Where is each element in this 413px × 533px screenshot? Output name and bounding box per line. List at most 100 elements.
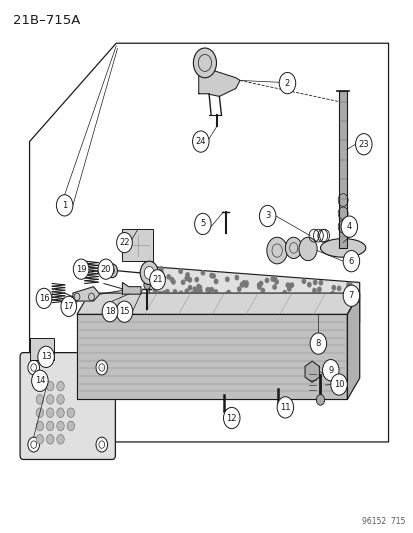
- FancyBboxPatch shape: [122, 229, 153, 261]
- Circle shape: [140, 261, 158, 285]
- Circle shape: [107, 264, 117, 278]
- Circle shape: [257, 283, 260, 287]
- Circle shape: [316, 394, 324, 405]
- Circle shape: [235, 276, 238, 280]
- Circle shape: [315, 300, 318, 304]
- Circle shape: [181, 280, 184, 285]
- Circle shape: [192, 287, 196, 292]
- Circle shape: [178, 269, 182, 273]
- Polygon shape: [122, 282, 141, 294]
- Circle shape: [240, 282, 243, 287]
- Circle shape: [284, 299, 287, 303]
- Circle shape: [153, 288, 156, 293]
- Circle shape: [258, 309, 261, 313]
- Circle shape: [324, 315, 328, 319]
- Circle shape: [46, 421, 54, 431]
- Text: 16: 16: [38, 294, 49, 303]
- Circle shape: [259, 281, 262, 286]
- Circle shape: [206, 288, 209, 292]
- Circle shape: [225, 277, 228, 281]
- Circle shape: [331, 286, 335, 290]
- Circle shape: [96, 437, 107, 452]
- Text: 9: 9: [328, 366, 332, 375]
- Circle shape: [312, 288, 316, 293]
- Polygon shape: [77, 314, 347, 399]
- Circle shape: [328, 304, 331, 309]
- Circle shape: [210, 288, 213, 292]
- Circle shape: [159, 271, 163, 275]
- Circle shape: [209, 273, 213, 278]
- Circle shape: [317, 287, 320, 292]
- Circle shape: [300, 308, 303, 312]
- Circle shape: [98, 259, 114, 279]
- Circle shape: [337, 286, 340, 290]
- Circle shape: [261, 294, 264, 298]
- Text: 21B–715A: 21B–715A: [13, 14, 80, 27]
- Circle shape: [109, 268, 114, 274]
- Circle shape: [299, 295, 302, 299]
- Circle shape: [56, 195, 73, 216]
- Circle shape: [170, 299, 173, 303]
- Circle shape: [346, 282, 349, 287]
- Circle shape: [159, 292, 162, 296]
- Circle shape: [314, 313, 318, 318]
- Circle shape: [67, 421, 74, 431]
- Circle shape: [348, 308, 351, 312]
- Circle shape: [259, 205, 275, 227]
- Circle shape: [257, 285, 260, 289]
- Circle shape: [154, 272, 157, 276]
- Circle shape: [318, 280, 322, 285]
- Circle shape: [171, 280, 175, 284]
- Circle shape: [164, 297, 167, 301]
- Circle shape: [303, 312, 306, 316]
- Circle shape: [156, 292, 159, 296]
- Circle shape: [278, 303, 282, 308]
- Circle shape: [201, 271, 204, 275]
- Circle shape: [273, 277, 276, 281]
- Circle shape: [179, 291, 182, 295]
- Circle shape: [339, 317, 342, 321]
- Circle shape: [36, 408, 43, 417]
- Circle shape: [240, 282, 244, 287]
- Polygon shape: [73, 287, 100, 301]
- Circle shape: [264, 299, 267, 303]
- Text: 5: 5: [200, 220, 205, 229]
- Circle shape: [265, 278, 268, 282]
- Circle shape: [306, 303, 310, 307]
- Circle shape: [292, 297, 295, 302]
- Text: 22: 22: [119, 238, 129, 247]
- Circle shape: [272, 308, 275, 312]
- Circle shape: [195, 288, 198, 293]
- Circle shape: [309, 333, 326, 354]
- Circle shape: [36, 434, 43, 444]
- Circle shape: [305, 308, 308, 312]
- Polygon shape: [304, 361, 318, 382]
- Circle shape: [211, 274, 215, 278]
- Circle shape: [153, 286, 156, 290]
- Circle shape: [185, 273, 189, 277]
- Circle shape: [245, 307, 248, 311]
- Circle shape: [335, 316, 338, 320]
- Text: 4: 4: [346, 222, 351, 231]
- Circle shape: [195, 278, 198, 282]
- Circle shape: [185, 289, 188, 293]
- Circle shape: [73, 259, 89, 279]
- Circle shape: [276, 397, 293, 418]
- Circle shape: [28, 360, 39, 375]
- Circle shape: [323, 298, 326, 303]
- Text: 1: 1: [62, 201, 67, 210]
- Circle shape: [244, 281, 247, 285]
- Circle shape: [170, 278, 173, 282]
- Circle shape: [321, 311, 324, 316]
- Circle shape: [144, 266, 154, 279]
- Circle shape: [36, 421, 43, 431]
- Circle shape: [312, 296, 315, 300]
- Circle shape: [235, 308, 238, 312]
- Text: 14: 14: [35, 376, 45, 385]
- Circle shape: [267, 301, 270, 305]
- Polygon shape: [77, 293, 359, 314]
- Circle shape: [332, 300, 335, 304]
- Circle shape: [342, 251, 359, 272]
- Circle shape: [185, 276, 188, 280]
- Circle shape: [177, 295, 180, 299]
